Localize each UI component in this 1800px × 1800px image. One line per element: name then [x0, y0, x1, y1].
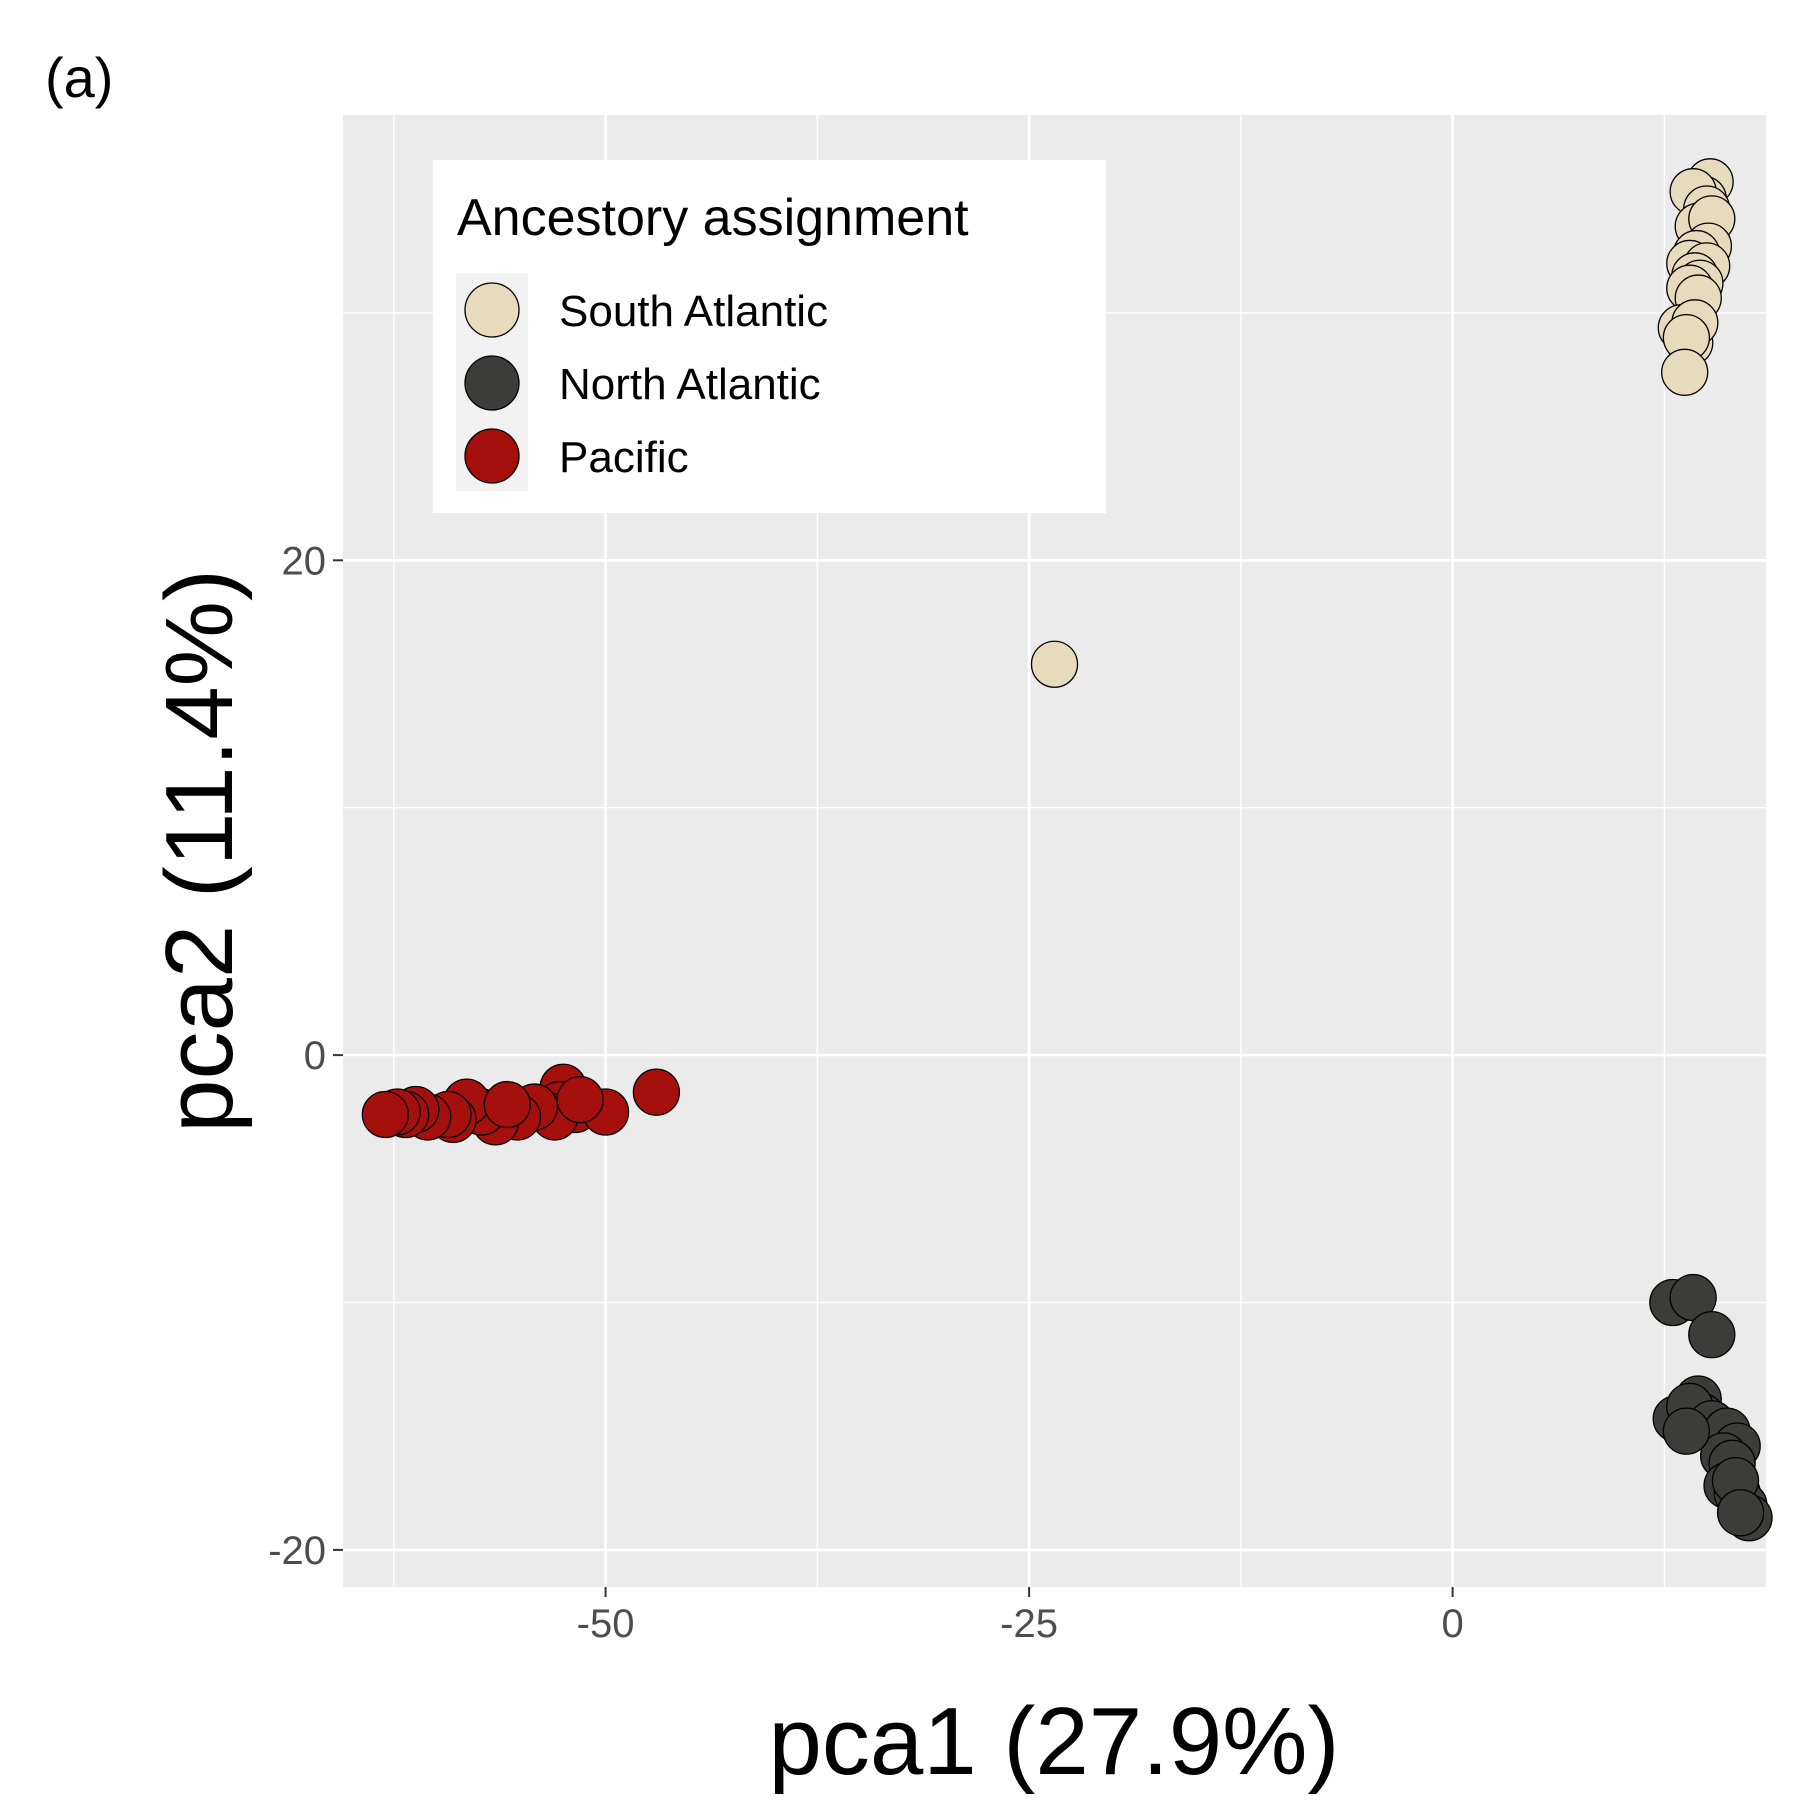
panel-label: (a): [45, 46, 113, 109]
y-tick-label: 20: [282, 539, 327, 583]
data-point: [1688, 1311, 1736, 1359]
data-point: [1661, 348, 1709, 396]
axes: -50 -25 0 -20 0 20: [268, 539, 1464, 1646]
x-tick-label: 0: [1441, 1602, 1463, 1646]
data-point: [483, 1080, 531, 1129]
x-tick-label: -50: [577, 1602, 635, 1646]
legend-label: North Atlantic: [559, 360, 821, 409]
legend-label: South Atlantic: [559, 287, 828, 336]
data-point: [1030, 640, 1079, 688]
data-point: [1662, 1407, 1711, 1455]
legend-entries: South Atlantic North Atlantic Pacific: [464, 282, 828, 484]
x-axis-title: pca1 (27.9%): [769, 1688, 1340, 1795]
legend-box: [433, 160, 1106, 513]
data-points: [361, 158, 1773, 1542]
legend-key: [464, 428, 520, 484]
legend-label: Pacific: [559, 433, 689, 482]
y-tick-label: 0: [304, 1034, 326, 1078]
legend-key: [464, 282, 520, 338]
legend-title: Ancestory assignment: [457, 189, 969, 247]
legend: Ancestory assignment South Atlantic North…: [433, 160, 1106, 513]
y-tick-label: -20: [268, 1529, 326, 1573]
y-axis-title: pca2 (11.4%): [146, 569, 253, 1133]
data-point: [1716, 1489, 1765, 1537]
x-tick-label: -25: [1000, 1602, 1058, 1646]
data-point: [361, 1090, 410, 1139]
data-point: [632, 1068, 681, 1116]
legend-key: [464, 355, 520, 411]
data-point: [556, 1075, 604, 1124]
